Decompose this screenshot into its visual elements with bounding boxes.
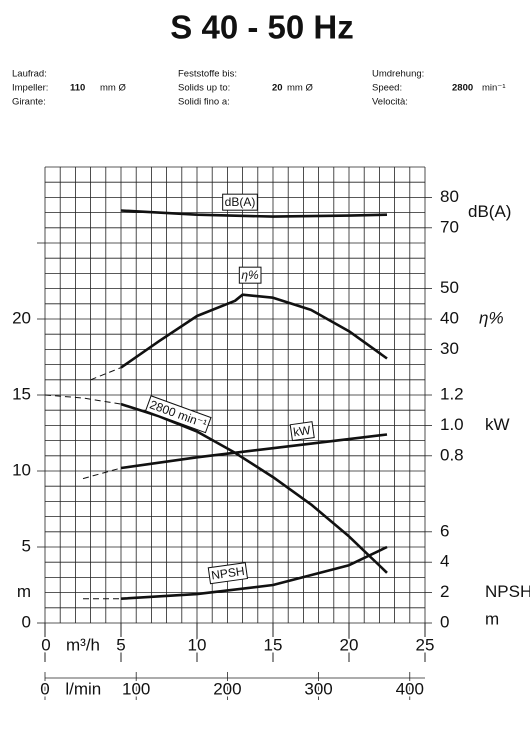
header-label: Speed: xyxy=(372,83,402,94)
y2-tick-label: 6 xyxy=(440,521,449,540)
header-label: Velocità: xyxy=(372,97,408,108)
x2-tick-label: 0 xyxy=(40,679,49,698)
y2-tick-label: 2 xyxy=(440,582,449,601)
header-label: Laufrad: xyxy=(12,69,47,80)
y2-axis-label: dB(A) xyxy=(468,202,511,221)
x-tick-label: 15 xyxy=(264,635,283,654)
curve xyxy=(120,209,388,218)
x-axis-label: m³/h xyxy=(66,635,100,654)
header-label: Solids up to: xyxy=(178,83,230,94)
x-tick-label: 25 xyxy=(416,635,435,654)
y2-tick-label: 40 xyxy=(440,308,459,327)
header-value: 20 xyxy=(272,83,283,94)
curve-label-box xyxy=(144,395,212,434)
curve-label-box xyxy=(207,562,249,585)
x2-tick-label: 400 xyxy=(396,679,424,698)
header-label: Impeller: xyxy=(12,83,48,94)
y2-tick-label: 0 xyxy=(440,612,449,631)
curve xyxy=(82,467,122,480)
y2-tick-label: 70 xyxy=(440,217,459,236)
curve xyxy=(90,367,122,381)
curve-label: dB(A) xyxy=(225,195,256,209)
x-tick-label: 5 xyxy=(116,635,125,654)
curve-label: NPSH xyxy=(210,564,245,583)
y2-axis-label: η% xyxy=(479,308,504,327)
y2-tick-label: 50 xyxy=(440,278,459,297)
y-tick-label: 20 xyxy=(12,308,31,327)
x-tick-label: 0 xyxy=(41,635,50,654)
y2-axis-label: kW xyxy=(485,415,510,434)
header-label: Girante: xyxy=(12,97,46,108)
header-value: 110 xyxy=(70,83,85,94)
header-unit: mm Ø xyxy=(100,83,126,94)
x2-tick-label: 100 xyxy=(122,679,150,698)
curve-label: kW xyxy=(292,423,312,439)
x2-tick-label: 300 xyxy=(304,679,332,698)
y2-tick-label: 4 xyxy=(440,552,449,571)
curve xyxy=(120,402,388,574)
curve-label-box xyxy=(222,193,258,211)
x-tick-label: 20 xyxy=(340,635,359,654)
x2-axis-label: l/min xyxy=(65,679,101,698)
header-unit: mm Ø xyxy=(287,83,313,94)
curve-label: η% xyxy=(241,268,259,282)
y2-axis-unit: m xyxy=(485,609,499,628)
y2-tick-label: 1.2 xyxy=(440,384,464,403)
y-axis-label: m xyxy=(17,582,31,601)
y-tick-label: 10 xyxy=(12,460,31,479)
curve-label-box xyxy=(289,421,315,442)
header-unit: min⁻¹ xyxy=(482,83,506,94)
y-tick-label: 0 xyxy=(22,612,31,631)
header-label: Umdrehung: xyxy=(372,69,424,80)
y2-tick-label: 1.0 xyxy=(440,415,464,434)
curve xyxy=(120,293,388,369)
curve xyxy=(44,394,122,405)
header-label: Feststoffe bis: xyxy=(178,69,237,80)
header-value: 2800 xyxy=(452,83,473,94)
title: S 40 - 50 Hz xyxy=(170,9,353,46)
y2-tick-label: 0.8 xyxy=(440,445,464,464)
y2-axis-label: NPSH xyxy=(485,582,530,601)
y-tick-label: 15 xyxy=(12,384,31,403)
y-tick-label: 5 xyxy=(22,536,31,555)
curve xyxy=(120,433,388,470)
curve xyxy=(120,545,388,600)
curve-label-box xyxy=(238,266,262,284)
x-tick-label: 10 xyxy=(188,635,207,654)
x2-tick-label: 200 xyxy=(213,679,241,698)
y2-tick-label: 80 xyxy=(440,187,459,206)
y2-tick-label: 30 xyxy=(440,339,459,358)
header-label: Solidi fino a: xyxy=(178,97,230,108)
